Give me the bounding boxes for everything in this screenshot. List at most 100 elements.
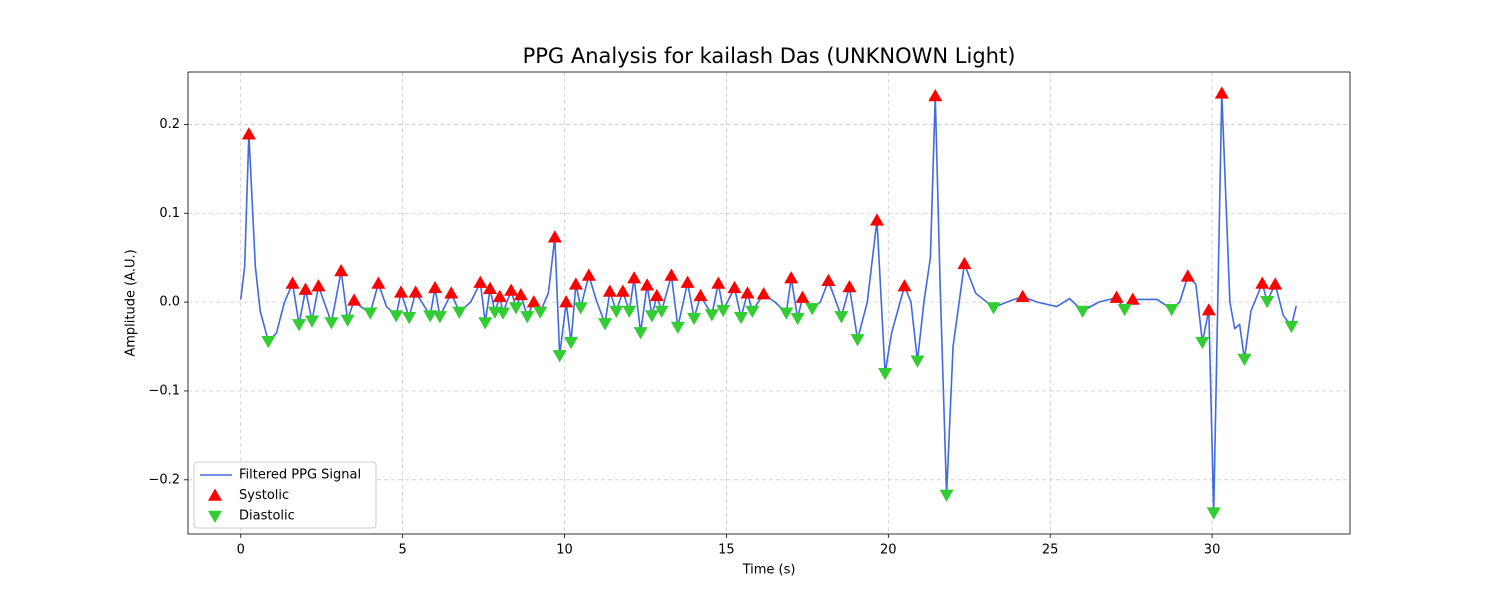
x-axis-label: Time (s) — [742, 563, 796, 578]
peak-marker — [533, 306, 548, 319]
peak-marker — [496, 307, 511, 320]
peak-marker — [842, 280, 857, 293]
y-axis-label: Amplitude (A.U.) — [124, 249, 139, 356]
plot-frame — [187, 71, 1351, 535]
peak-marker — [334, 264, 349, 277]
peak-marker — [790, 312, 805, 326]
x-tick-label: 25 — [1042, 543, 1059, 558]
peak-marker — [1125, 292, 1140, 305]
chart-title: PPG Analysis for kailash Das (UNKNOWN Li… — [523, 44, 1016, 68]
y-tick-label: −0.1 — [148, 383, 180, 398]
peak-marker — [957, 256, 972, 270]
peak-marker — [559, 295, 574, 308]
peak-marker — [513, 288, 528, 301]
peak-marker — [483, 281, 498, 295]
x-tick-label: 5 — [399, 543, 407, 558]
y-tick-label: 0.2 — [159, 117, 180, 132]
peak-marker — [928, 88, 943, 102]
peak-marker — [869, 213, 884, 226]
peak-marker — [473, 275, 488, 288]
legend-marker — [208, 488, 222, 501]
peak-marker — [680, 275, 695, 288]
peak-marker — [389, 310, 404, 323]
peak-marker — [633, 327, 648, 340]
peak-marker — [779, 307, 794, 320]
peak-marker — [423, 310, 438, 323]
peak-marker — [716, 304, 731, 318]
peak-marker — [598, 318, 613, 331]
peak-marker — [784, 271, 799, 284]
x-tick-label: 30 — [1204, 543, 1221, 558]
peak-marker — [910, 355, 925, 368]
peak-marker — [573, 302, 588, 315]
peak-marker — [371, 276, 386, 289]
peak-marker — [292, 319, 307, 332]
y-tick-label: 0.0 — [159, 295, 180, 310]
peak-marker — [568, 277, 583, 290]
peak-marker — [897, 279, 912, 292]
peak-marker — [547, 230, 562, 243]
peak-marker — [564, 336, 579, 350]
peak-marker — [649, 288, 664, 302]
peak-marker — [241, 127, 256, 140]
peak-marker — [1268, 277, 1283, 290]
peak-marker — [340, 314, 355, 327]
peak-marker — [581, 268, 596, 281]
peak-marker — [1180, 269, 1195, 282]
peak-marker — [821, 273, 836, 287]
peak-marker — [1255, 276, 1270, 289]
peak-marker — [311, 279, 326, 292]
peak-marker — [508, 302, 523, 315]
peak-marker — [609, 305, 624, 318]
peak-marker — [298, 282, 313, 295]
peak-marker — [408, 285, 423, 298]
peak-marker — [402, 311, 417, 325]
peak-marker — [850, 334, 865, 347]
peak-marker — [727, 280, 742, 294]
peak-marker — [615, 284, 630, 297]
legend-box — [193, 461, 377, 529]
peak-marker — [526, 295, 541, 308]
peak-marker — [363, 307, 378, 320]
peak-marker — [622, 305, 637, 318]
peak-marker — [478, 317, 493, 330]
peak-marker — [1201, 303, 1216, 316]
peak-marker — [432, 311, 447, 324]
peak-marker — [1206, 507, 1221, 520]
peak-marker — [1164, 303, 1179, 317]
peak-marker — [878, 367, 893, 381]
peak-marker — [602, 284, 617, 297]
peak-marker — [305, 315, 320, 328]
peak-marker — [1117, 303, 1132, 317]
legend-label: Filtered PPG Signal — [239, 468, 361, 483]
legend-marker — [208, 510, 222, 523]
legend-label: Diastolic — [239, 509, 295, 524]
x-tick-label: 0 — [237, 543, 245, 558]
peak-marker — [704, 309, 719, 322]
peak-marker — [834, 311, 849, 324]
peak-marker — [640, 278, 655, 291]
peak-marker — [740, 286, 755, 299]
peak-marker — [687, 312, 702, 326]
peak-marker — [1109, 290, 1124, 303]
peak-marker — [452, 306, 467, 319]
peak-marker — [711, 276, 726, 289]
y-tick-label: −0.2 — [148, 472, 180, 487]
peak-marker — [520, 311, 535, 324]
peak-marker — [428, 280, 443, 294]
peak-marker — [261, 335, 276, 349]
y-tick-label: 0.1 — [159, 206, 180, 221]
peak-marker — [644, 310, 659, 323]
peak-marker — [1214, 86, 1229, 99]
peak-marker — [670, 321, 685, 334]
peak-marker — [745, 305, 760, 318]
peak-marker — [627, 271, 642, 284]
peak-marker — [324, 317, 339, 330]
legend-label: Systolic — [239, 488, 289, 503]
peak-marker — [552, 350, 567, 363]
x-tick-label: 20 — [880, 543, 897, 558]
peak-marker — [756, 287, 771, 300]
peak-marker — [795, 290, 810, 303]
peak-marker — [1195, 336, 1210, 350]
